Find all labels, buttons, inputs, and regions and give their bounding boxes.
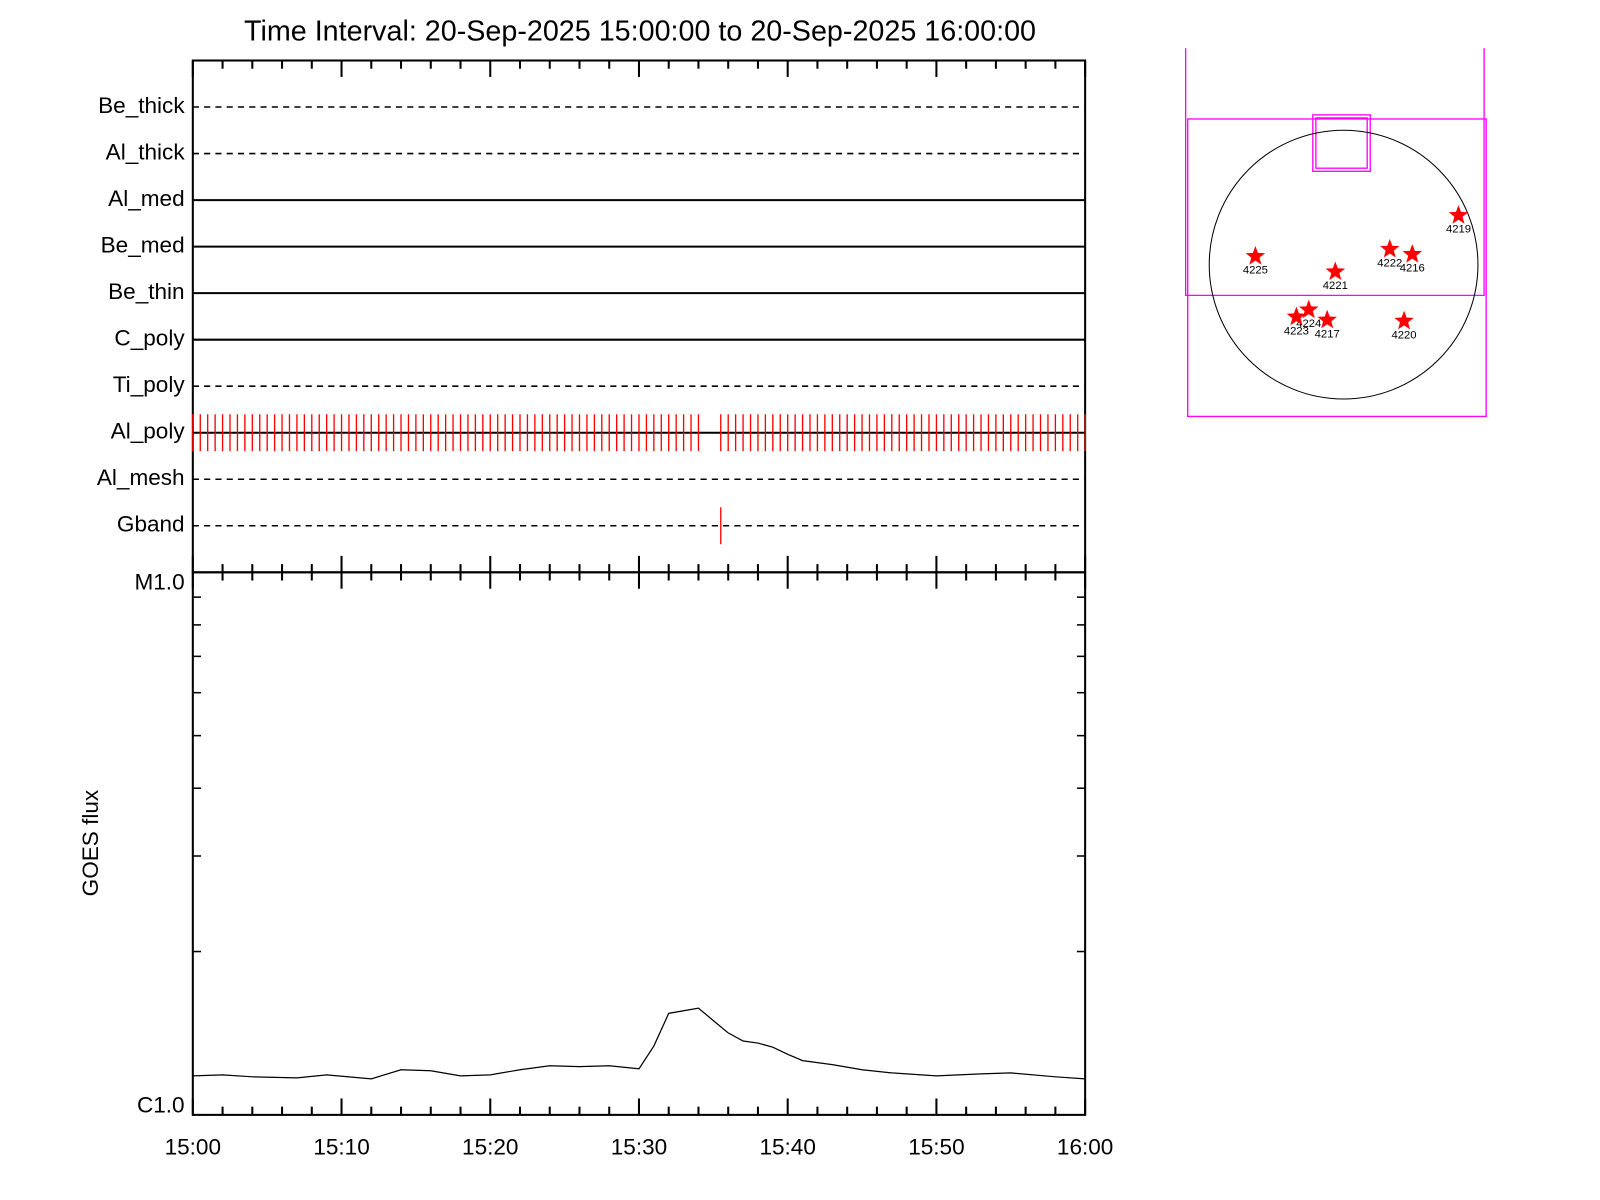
filter-label: Al_mesh	[97, 465, 185, 490]
active-region-marker	[1245, 246, 1266, 265]
active-region-marker	[1325, 261, 1346, 280]
filter-label: Be_thick	[98, 93, 185, 118]
active-region-label: 4224	[1296, 318, 1321, 330]
filter-label: Be_med	[101, 233, 185, 258]
active-region-label: 4219	[1446, 224, 1471, 236]
x-tick-label: 15:50	[908, 1135, 964, 1160]
filter-label: Al_poly	[111, 419, 186, 444]
fov-box	[1315, 117, 1368, 169]
active-region-marker	[1380, 238, 1400, 258]
filter-label: C_poly	[114, 326, 185, 351]
x-tick-label: 15:40	[759, 1135, 815, 1160]
fov-boxes	[1184, 48, 1487, 418]
x-tick-label: 15:10	[313, 1135, 369, 1160]
solar-limb	[1208, 129, 1479, 400]
goes-flux-line	[192, 1007, 1086, 1080]
fov-box	[1184, 48, 1485, 297]
filter-label: Gband	[117, 512, 185, 537]
filter-label: Al_thick	[106, 140, 186, 165]
active-region-marker	[1286, 306, 1307, 326]
x-tick-label: 15:00	[165, 1135, 221, 1160]
active-region-marker	[1448, 205, 1469, 224]
active-region-marker	[1402, 244, 1423, 263]
filter-label: Al_med	[108, 186, 184, 211]
fov-box	[1187, 118, 1487, 418]
active-region-label: 4217	[1315, 328, 1340, 340]
x-tick-label: 16:00	[1057, 1135, 1113, 1160]
x-tick-label: 15:20	[462, 1135, 518, 1160]
y-axis-label: GOES flux	[78, 789, 103, 896]
active-region-label: 4225	[1243, 265, 1268, 277]
active-region-label: 4220	[1392, 329, 1417, 341]
x-tick-label: 15:30	[611, 1135, 667, 1160]
filter-label: Be_thin	[108, 279, 184, 304]
fov-box	[1312, 114, 1371, 172]
active-region-marker	[1298, 299, 1319, 319]
active-region-label: 4222	[1377, 258, 1402, 270]
active-region-label: 4216	[1400, 263, 1425, 275]
y-tick-label: C1.0	[137, 1093, 185, 1118]
active-region-marker	[1317, 309, 1337, 329]
chart-title: Time Interval: 20-Sep-2025 15:00:00 to 2…	[244, 15, 1036, 47]
active-region-label: 4223	[1284, 325, 1309, 337]
active-region-marker	[1394, 310, 1414, 330]
active-region-label: 4221	[1323, 280, 1348, 292]
filter-label: Ti_poly	[113, 372, 186, 397]
y-tick-label: M1.0	[134, 570, 184, 595]
